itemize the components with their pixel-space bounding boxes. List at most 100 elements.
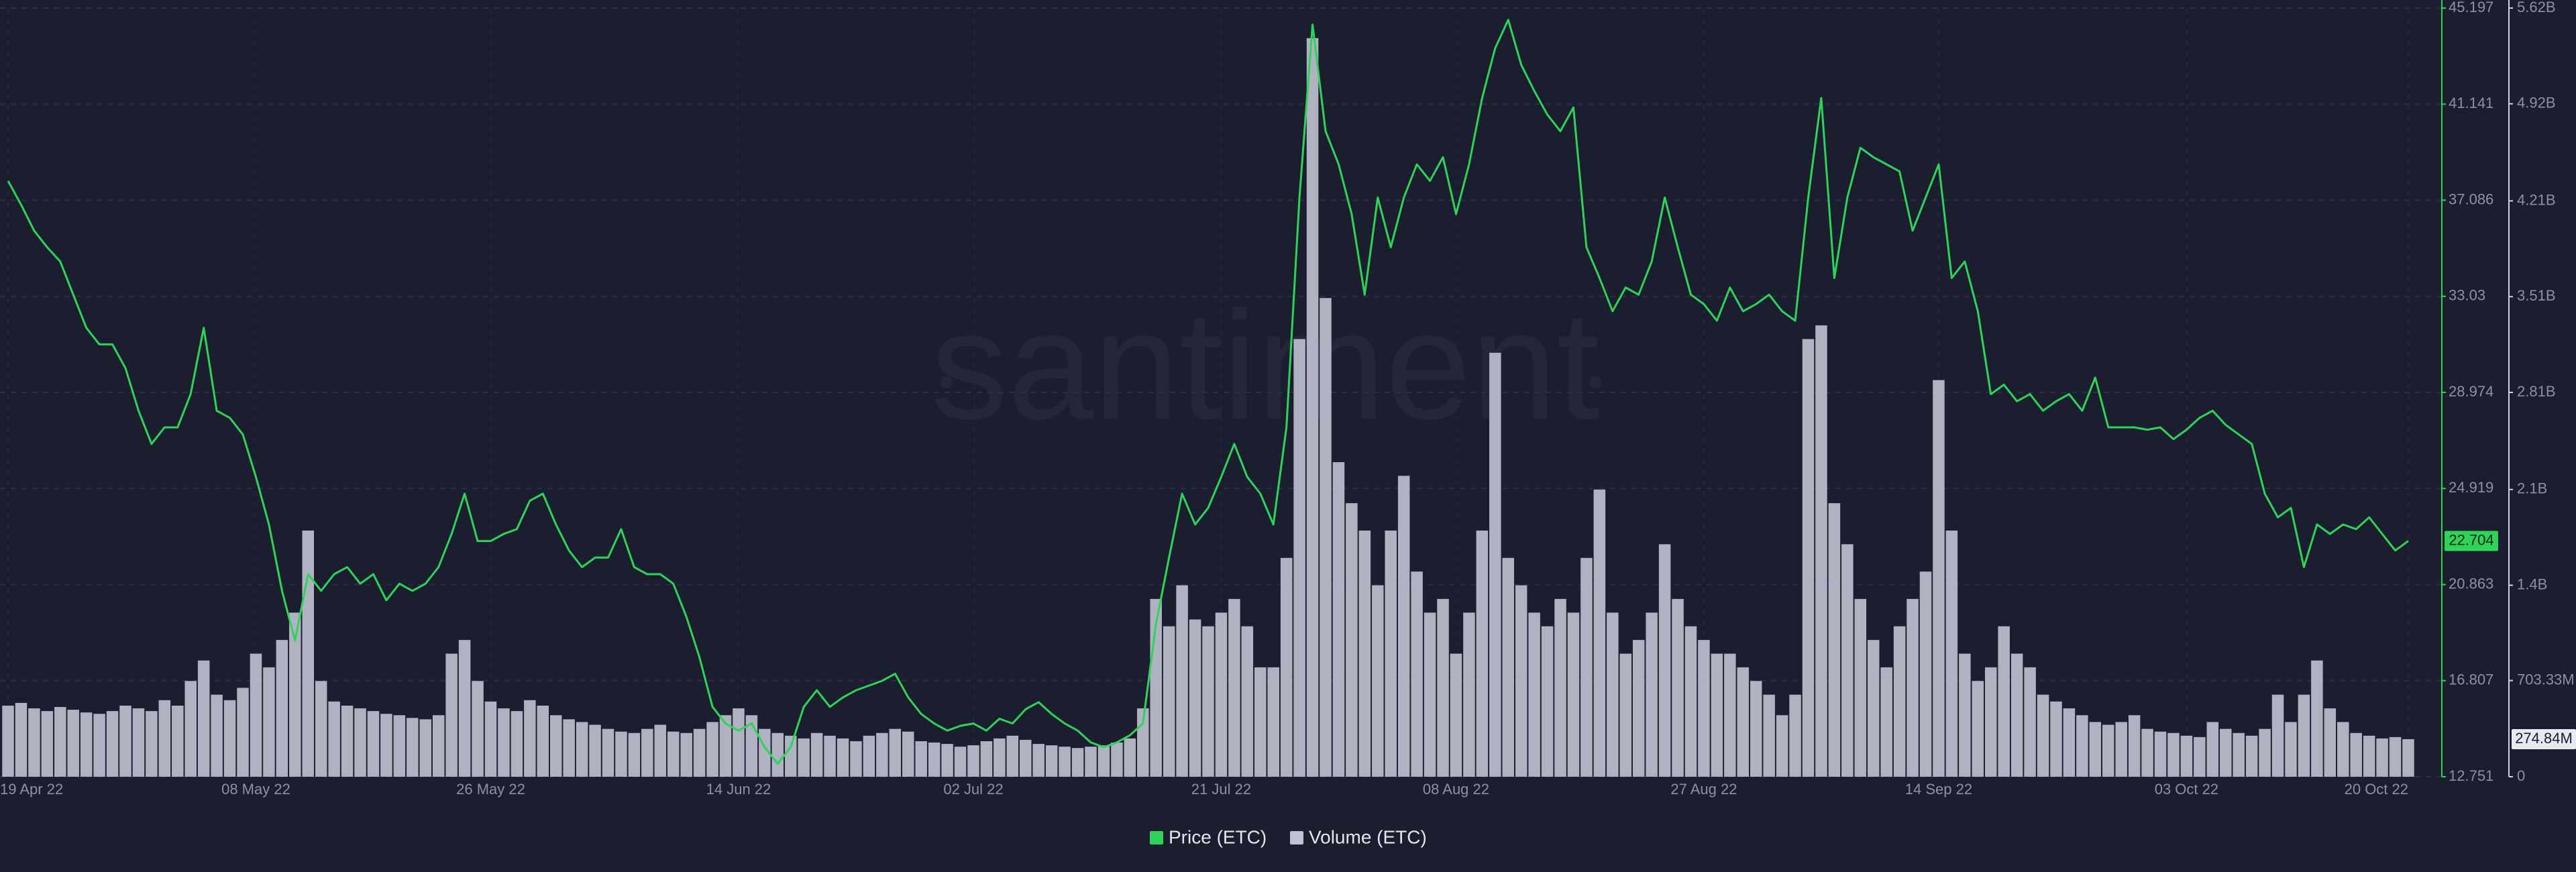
volume-bar: [119, 705, 131, 777]
volume-bar: [1424, 612, 1436, 777]
volume-bar: [2206, 722, 2219, 777]
volume-bar: [54, 707, 66, 777]
volume-bar: [2076, 715, 2088, 777]
volume-bar: [1097, 745, 1110, 777]
volume-badge-label: 274.84M: [2515, 730, 2573, 747]
volume-bar: [1463, 612, 1475, 777]
volume-bar: [563, 719, 575, 777]
y2-tick-label: 4.21B: [2517, 191, 2556, 208]
volume-bar: [1841, 544, 1854, 777]
volume-bar: [2298, 694, 2310, 777]
volume-bar: [2037, 694, 2049, 777]
volume-bar: [1176, 585, 1188, 777]
volume-bar: [1789, 694, 1801, 777]
volume-bar: [1254, 667, 1267, 777]
volume-bar: [2167, 732, 2180, 777]
volume-bar: [2363, 735, 2375, 777]
volume-bar: [2389, 737, 2402, 777]
y-tick-label: 41.141: [2449, 95, 2493, 111]
volume-bar: [1711, 653, 1723, 777]
volume-bar: [1189, 619, 1201, 777]
volume-bar: [1972, 681, 1984, 777]
price-badge: [2445, 531, 2498, 551]
volume-bar: [2220, 728, 2232, 777]
volume-bar: [2180, 735, 2193, 777]
watermark-dot: [1589, 376, 1601, 388]
volume-bar: [2102, 724, 2114, 777]
volume-bar: [1071, 748, 1084, 777]
volume-bar: [172, 705, 184, 777]
y2-tick-label: 2.1B: [2517, 480, 2547, 497]
volume-bar: [380, 714, 392, 777]
volume-bar: [1776, 715, 1788, 777]
volume-bar: [2050, 701, 2062, 777]
volume-bar: [367, 711, 380, 777]
volume-bar: [2063, 708, 2076, 777]
x-tick-label: 20 Oct 22: [2345, 781, 2408, 798]
volume-bar: [928, 743, 941, 777]
legend-label: Volume (ETC): [1309, 826, 1427, 847]
volume-bar: [837, 738, 849, 777]
y-tick-label: 28.974: [2449, 383, 2493, 400]
volume-bar: [1045, 745, 1058, 777]
volume-bar: [2271, 694, 2284, 777]
volume-bar: [2350, 732, 2362, 777]
volume-bar: [1959, 653, 1971, 777]
watermark-dot: [940, 376, 952, 388]
volume-bar: [1372, 585, 1384, 777]
volume-bar: [1828, 503, 1841, 777]
volume-bar: [628, 732, 641, 777]
volume-bar: [889, 728, 902, 777]
x-tick-label: 27 Aug 22: [1670, 781, 1737, 798]
volume-bar: [1397, 476, 1410, 777]
volume-bar: [1280, 557, 1293, 777]
volume-bar: [498, 708, 510, 777]
volume-bar: [1698, 640, 1710, 777]
volume-bar: [328, 701, 340, 777]
price-line: [7, 19, 2409, 765]
volume-bar: [2141, 728, 2153, 777]
volume-bar: [1228, 598, 1240, 777]
volume-bar: [719, 715, 732, 777]
volume-bar: [354, 708, 366, 777]
volume-bar: [1215, 612, 1228, 777]
volume-bar: [1750, 681, 1762, 777]
volume-bar: [2128, 715, 2141, 777]
volume-bar: [67, 710, 79, 777]
volume-bar: [994, 738, 1006, 777]
y-tick-label: 12.751: [2449, 767, 2493, 784]
volume-bar: [589, 724, 601, 777]
x-tick-label: 19 Apr 22: [0, 781, 63, 798]
volume-bar: [1607, 612, 1619, 777]
volume-bar: [2, 705, 14, 777]
volume-bar: [954, 747, 967, 777]
volume-bar: [393, 715, 406, 777]
volume-bar: [184, 681, 197, 777]
volume-bar: [1476, 530, 1489, 777]
volume-bar: [902, 731, 914, 777]
volume-bar: [41, 711, 54, 777]
volume-bar: [2259, 728, 2271, 777]
volume-bar: [106, 711, 119, 777]
volume-bar: [1032, 744, 1044, 777]
volume-bar: [2285, 722, 2297, 777]
volume-bar: [302, 530, 315, 777]
volume-bar: [654, 724, 667, 777]
volume-bar: [1945, 530, 1958, 777]
volume-bar: [863, 735, 875, 777]
volume-bar: [28, 708, 40, 777]
x-tick-label: 02 Jul 22: [943, 781, 1003, 798]
volume-bar: [1306, 38, 1319, 777]
volume-bar: [341, 705, 354, 777]
volume-bar: [80, 712, 93, 777]
volume-bar: [263, 667, 275, 777]
volume-bar: [980, 741, 993, 777]
volume-badge: [2512, 728, 2576, 749]
volume-bar: [2194, 737, 2206, 777]
volume-bar: [1632, 640, 1645, 777]
volume-bar: [2311, 660, 2323, 777]
volume-bar: [276, 640, 288, 777]
x-tick-label: 03 Oct 22: [2155, 781, 2218, 798]
volume-bar: [1528, 612, 1540, 777]
